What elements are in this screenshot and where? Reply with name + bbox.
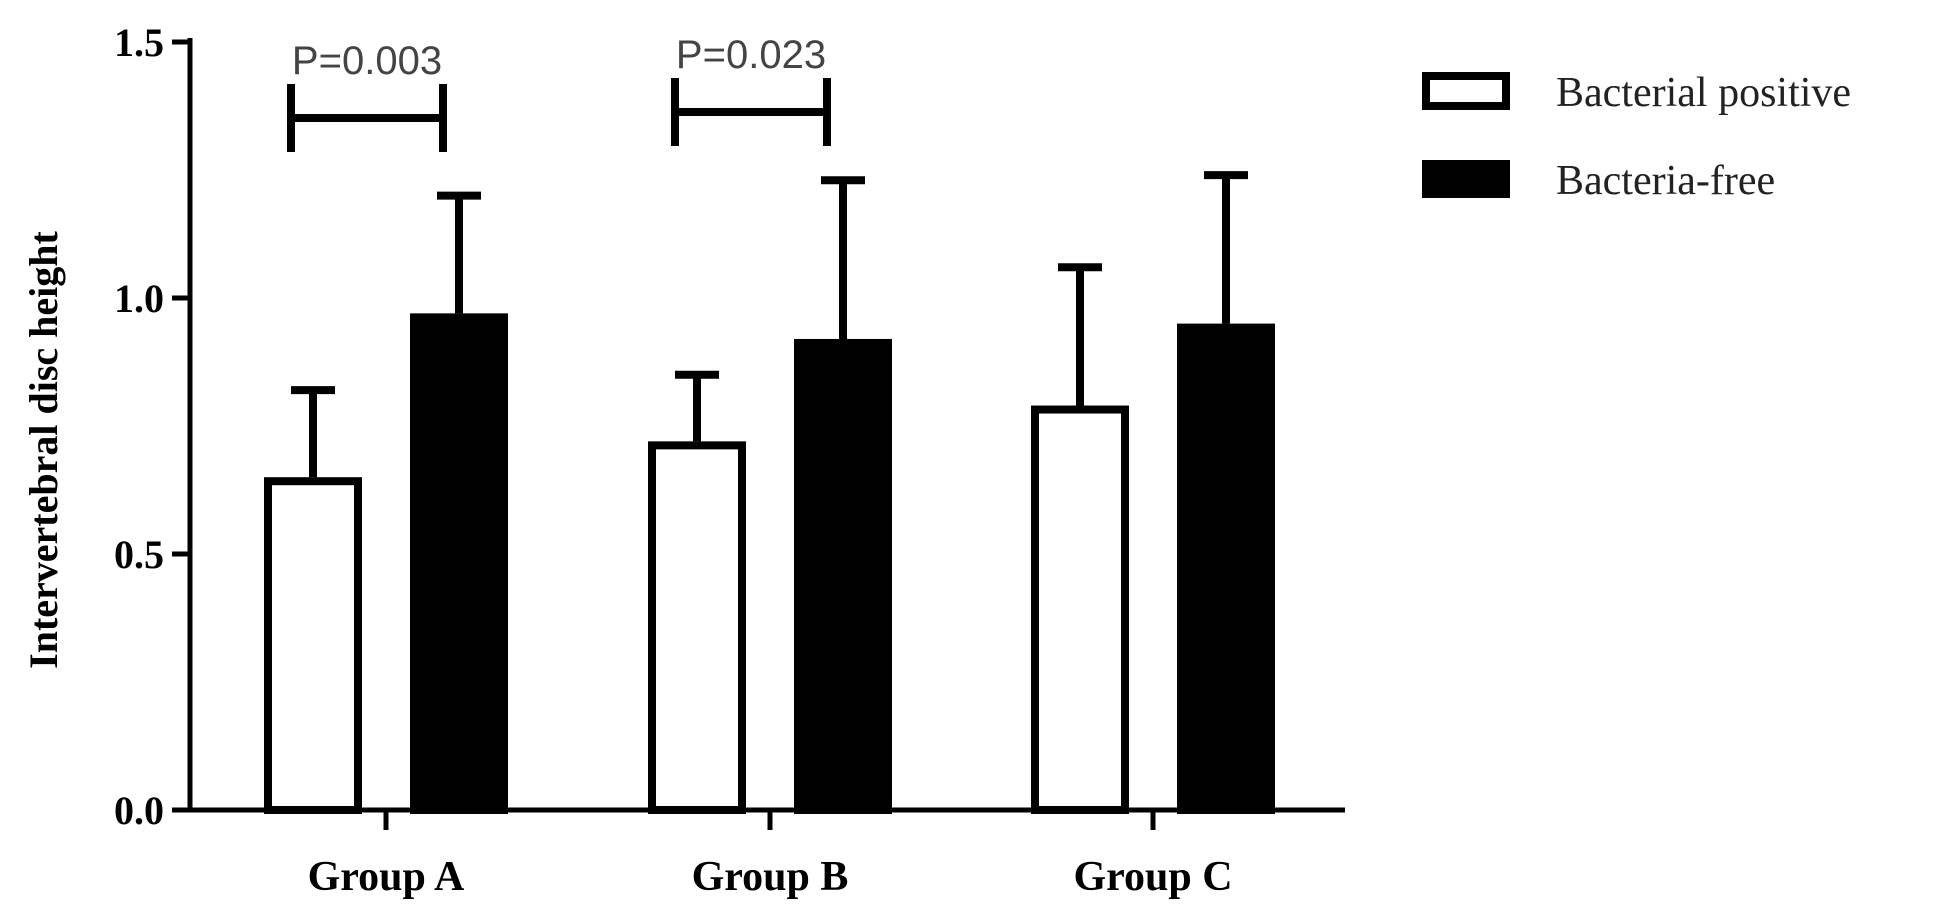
bar-bacterial-positive — [648, 441, 746, 814]
y-tick-label: 0.5 — [114, 532, 164, 577]
y-tick-label: 1.0 — [114, 276, 164, 321]
legend-swatch-bacterial-positive — [1422, 72, 1510, 110]
bar-bacterial-positive — [1031, 405, 1129, 814]
significance-brackets: P=0.003 P=0.023 — [287, 33, 831, 152]
bar-bacteria-free — [410, 313, 508, 814]
p-value-label: P=0.023 — [676, 33, 826, 77]
legend: Bacterial positive Bacteria-free — [1422, 70, 1851, 204]
y-tick-label: 0.0 — [114, 788, 164, 833]
x-tick-label: Group A — [308, 854, 465, 900]
bar-bacteria-free — [794, 338, 892, 814]
x-tick-label: Group B — [692, 854, 849, 900]
p-value-label: P=0.003 — [292, 39, 442, 83]
axes: 0.0 0.5 1.0 1.5 Group A Group B Group C — [114, 20, 1345, 900]
y-tick-label: 1.5 — [114, 20, 164, 65]
x-tick-label: Group C — [1073, 854, 1232, 900]
legend-swatch-bacteria-free — [1422, 160, 1510, 198]
legend-label-bacterial-positive: Bacterial positive — [1556, 70, 1851, 116]
bar-bacterial-positive — [264, 477, 362, 814]
legend-label-bacteria-free: Bacteria-free — [1556, 158, 1775, 204]
bar-bacteria-free — [1177, 323, 1275, 814]
y-axis-title: Intervertebral disc height — [21, 230, 66, 668]
bars — [264, 171, 1275, 814]
